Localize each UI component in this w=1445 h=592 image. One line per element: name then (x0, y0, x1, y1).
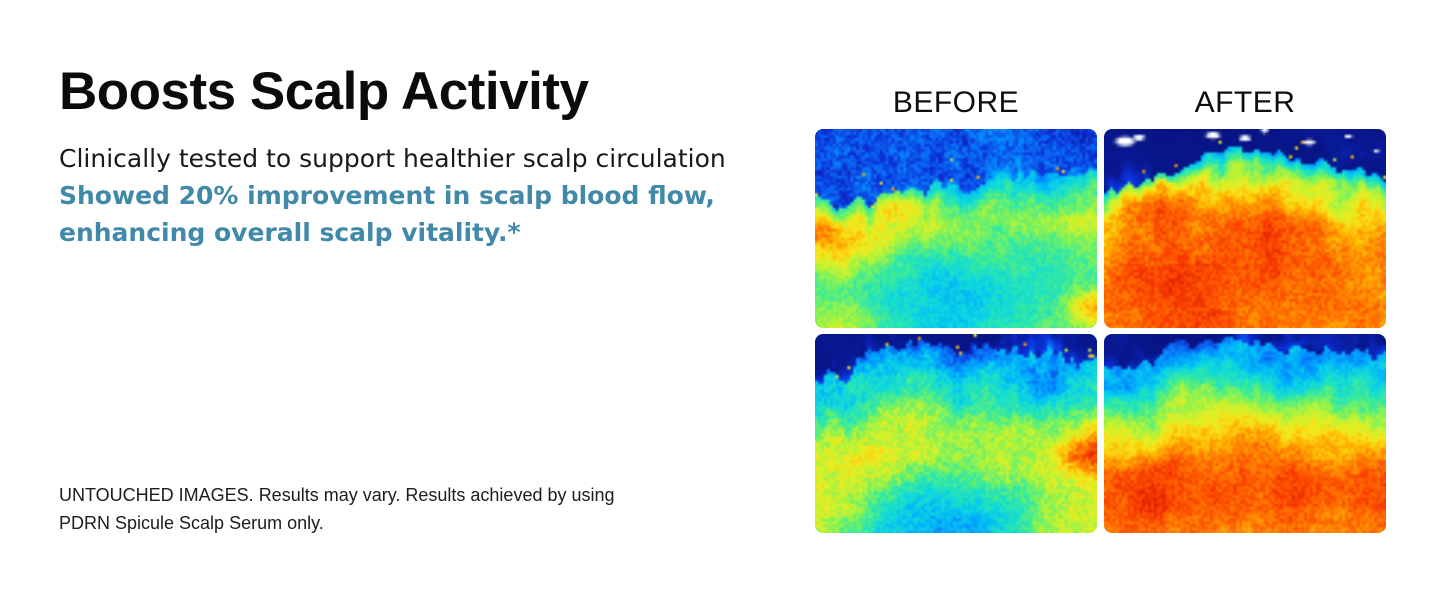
thermal-image-after-top (1104, 129, 1386, 328)
disclaimer-line-2: PDRN Spicule Scalp Serum only. (59, 513, 324, 533)
before-label: BEFORE (892, 86, 1020, 119)
thermal-image-before-bottom (815, 334, 1097, 533)
disclaimer-line-1: UNTOUCHED IMAGES. Results may vary. Resu… (59, 485, 615, 505)
thermal-image-after-bottom (1104, 334, 1386, 533)
thermal-image-before-top (815, 129, 1097, 328)
page-title: Boosts Scalp Activity (59, 62, 589, 121)
disclaimer: UNTOUCHED IMAGES. Results may vary. Resu… (59, 481, 615, 537)
highlight-line-1: Showed 20% improvement in scalp blood fl… (59, 181, 715, 210)
after-label: AFTER (1194, 86, 1296, 119)
description-line: Clinically tested to support healthier s… (59, 144, 726, 173)
highlight-line-2: enhancing overall scalp vitality.* (59, 218, 521, 247)
